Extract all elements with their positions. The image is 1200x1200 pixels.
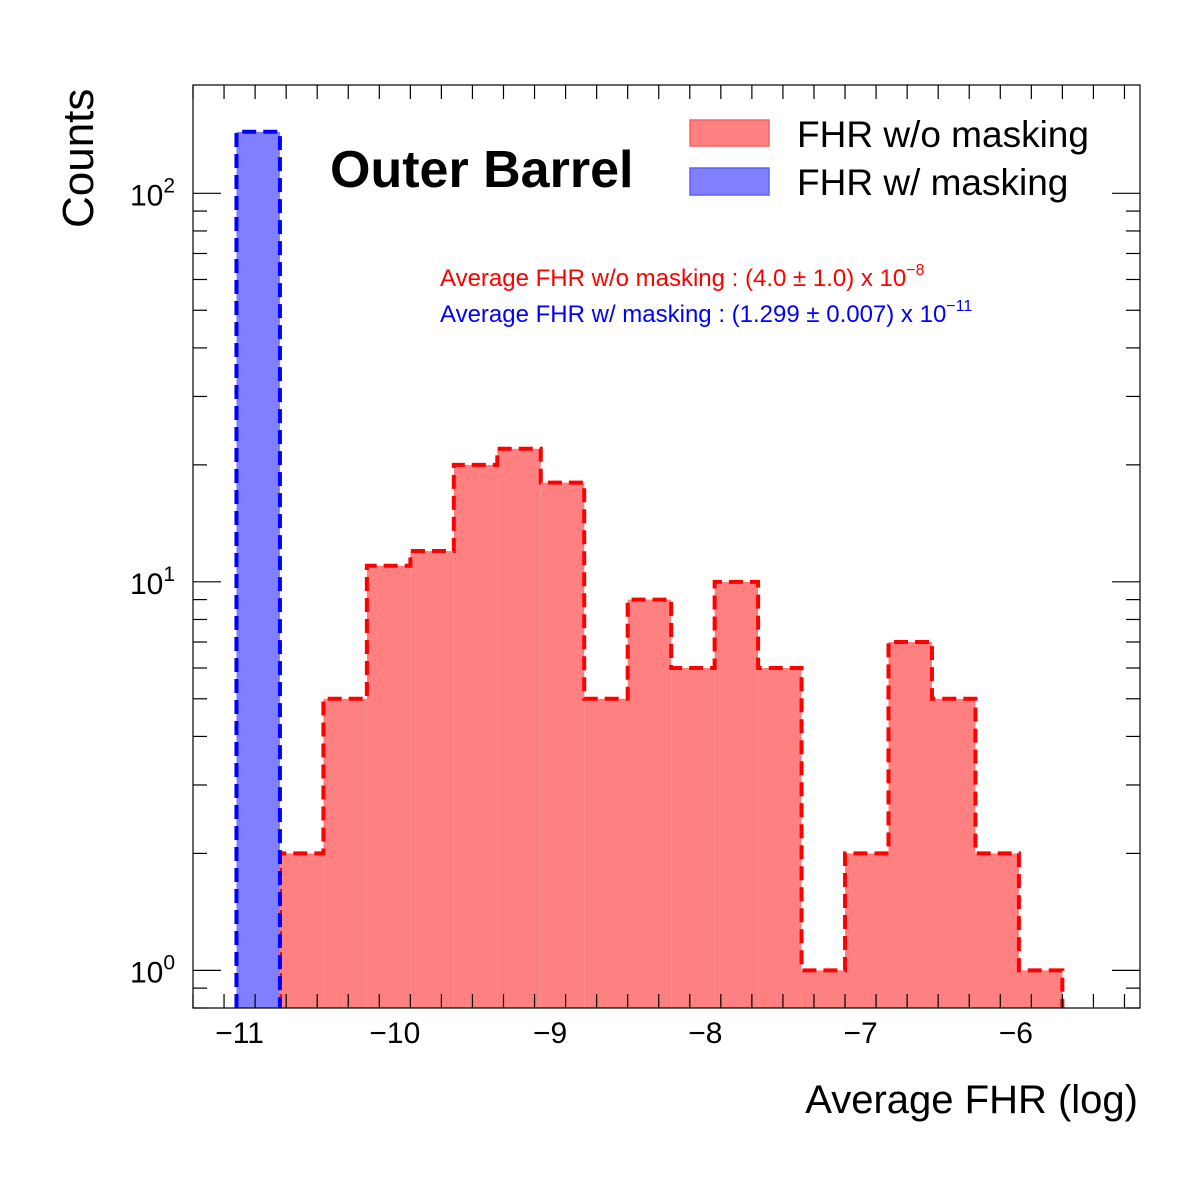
bar-without-masking-1 xyxy=(323,698,367,1008)
histogram-bars xyxy=(234,129,1065,1008)
bar-without-masking-15 xyxy=(931,698,976,1008)
series-with-masking xyxy=(234,129,282,1008)
y-tick-label: 101 xyxy=(130,563,175,601)
axis-ticks xyxy=(192,85,1140,1009)
x-tick-labels: −11 −10 −9 −8 −7 −6 xyxy=(215,1017,1033,1050)
x-tick-label: −7 xyxy=(843,1017,877,1050)
bar-without-masking-3 xyxy=(410,551,454,1008)
x-tick-label: −10 xyxy=(369,1017,420,1050)
chart-title: Outer Barrel xyxy=(330,141,633,199)
outline-with-masking xyxy=(234,129,282,1008)
y-axis-label: Counts xyxy=(54,89,103,228)
bar-without-masking-11 xyxy=(758,668,802,1008)
x-tick-label: −9 xyxy=(533,1017,567,1050)
x-axis-label: Average FHR (log) xyxy=(805,1078,1138,1122)
y-tick-label: 102 xyxy=(130,174,175,212)
legend-label-with-masking: FHR w/ masking xyxy=(797,162,1068,203)
bar-without-masking-17 xyxy=(1018,970,1063,1008)
bar-without-masking-6 xyxy=(540,482,585,1008)
bar-without-masking-16 xyxy=(975,853,1019,1008)
bar-without-masking-4 xyxy=(453,464,498,1008)
x-tick-label: −8 xyxy=(688,1017,722,1050)
series-without-masking xyxy=(277,446,1065,1008)
legend-label-without-masking: FHR w/o masking xyxy=(797,114,1089,155)
bar-without-masking-9 xyxy=(671,668,715,1008)
legend-swatch-without-masking xyxy=(689,119,770,147)
x-tick-label: −6 xyxy=(999,1017,1033,1050)
bar-without-masking-7 xyxy=(584,698,628,1008)
legend-swatch-with-masking xyxy=(689,167,770,196)
bar-without-masking-0 xyxy=(279,853,324,1008)
bar-without-masking-2 xyxy=(366,565,411,1008)
legend: FHR w/o masking FHR w/ masking xyxy=(689,114,1089,203)
x-tick-label: −11 xyxy=(215,1017,264,1050)
bar-without-masking-14 xyxy=(888,642,932,1008)
annotation-without-masking: Average FHR w/o masking : (4.0 ± 1.0) x … xyxy=(440,262,925,292)
y-tick-label: 100 xyxy=(130,951,175,989)
bar-with-masking-0 xyxy=(236,131,280,1008)
annotation-with-masking: Average FHR w/ masking : (1.299 ± 0.007)… xyxy=(440,298,972,328)
bar-without-masking-10 xyxy=(714,581,759,1008)
bar-without-masking-13 xyxy=(845,853,889,1008)
bar-without-masking-12 xyxy=(801,970,846,1008)
outline-without-masking xyxy=(277,446,1065,1008)
bar-without-masking-5 xyxy=(497,448,541,1008)
bar-without-masking-8 xyxy=(627,599,672,1008)
plot-frame xyxy=(192,84,1141,1009)
y-tick-labels: 100 101 102 xyxy=(130,174,175,989)
